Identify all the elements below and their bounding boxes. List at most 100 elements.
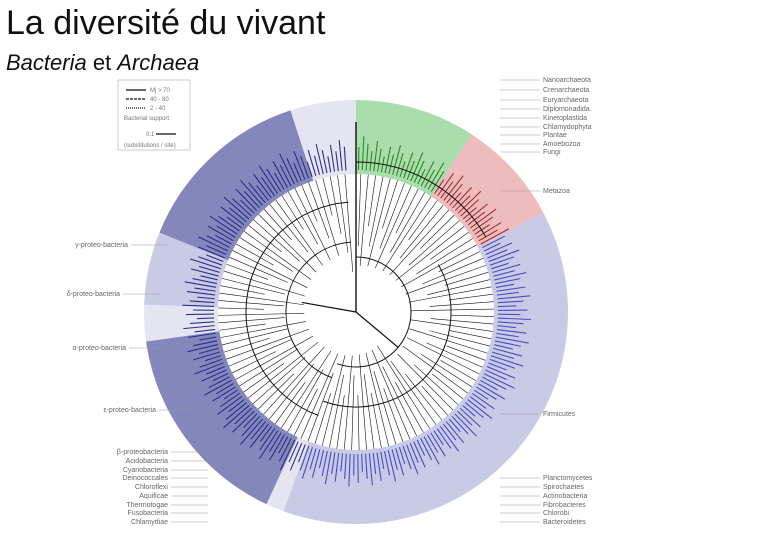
tip-label-mark — [380, 451, 385, 470]
tip-label-mark — [496, 329, 527, 334]
branch — [280, 350, 332, 429]
branch — [377, 345, 430, 429]
tip-label-mark — [482, 235, 506, 249]
branch — [430, 318, 494, 325]
proteo-band — [144, 232, 229, 308]
tip-label-mark — [452, 187, 472, 209]
branch — [274, 382, 306, 424]
band-gap-3 — [290, 100, 356, 181]
tip-label-mark — [321, 450, 328, 477]
eukarya-band — [431, 134, 544, 248]
tip-label-mark — [409, 443, 419, 463]
tip-label-mark — [231, 198, 252, 217]
tip-label-mark — [495, 283, 515, 289]
tip-label-mark — [311, 449, 321, 478]
tip-label-mark — [369, 151, 373, 171]
subtitle-et: et — [86, 50, 118, 75]
branch — [229, 256, 289, 283]
tip-label-mark — [427, 162, 445, 190]
tip-label-mark — [377, 148, 382, 172]
right-label: Kinetoplastida — [543, 115, 587, 122]
branch — [337, 175, 349, 253]
tip-label-mark — [204, 379, 232, 396]
subtitle-archaea: Archaea — [117, 50, 200, 75]
tip-label-mark — [462, 207, 477, 220]
branch — [344, 174, 354, 272]
tip-label-mark — [454, 195, 471, 211]
tip-label-mark — [259, 430, 279, 459]
tip-label-mark — [496, 291, 519, 296]
branch — [301, 301, 357, 313]
tip-label-mark — [387, 450, 397, 482]
tip-label-mark — [209, 215, 238, 235]
tip-label-mark — [272, 161, 288, 188]
tip-label-mark — [416, 439, 426, 456]
legend-row-label: Mj > 70 — [150, 88, 171, 94]
branch — [308, 182, 330, 239]
tip-label-mark — [443, 175, 464, 201]
tip-label-mark — [193, 340, 218, 347]
tip-label-mark — [437, 172, 455, 197]
tip-label-mark — [492, 351, 515, 360]
branch — [450, 314, 494, 317]
branch — [235, 243, 274, 266]
left-label: Deinococcales — [122, 475, 168, 482]
branch — [409, 328, 488, 354]
tip-label-mark — [406, 160, 415, 180]
branch — [239, 348, 299, 387]
right-label: Actinobacteria — [543, 493, 587, 500]
branch — [252, 356, 306, 405]
tip-label-mark — [403, 152, 414, 179]
tip-label-mark — [329, 144, 336, 172]
page-title: La diversité du vivant — [6, 4, 326, 42]
tip-label-mark — [488, 362, 507, 371]
branch — [427, 279, 491, 296]
branch — [440, 360, 476, 381]
branch — [239, 237, 293, 272]
left-label: Fusobacteria — [128, 510, 169, 517]
tip-label-mark — [497, 300, 524, 304]
tip-label-mark — [208, 376, 230, 389]
tip-label-mark — [469, 396, 487, 409]
branch — [449, 330, 492, 340]
branch — [406, 337, 480, 375]
branch — [218, 300, 284, 307]
branch — [382, 366, 417, 437]
right-label: Spirochaetes — [543, 484, 584, 491]
tip-label-mark — [497, 321, 524, 325]
branch — [416, 238, 473, 275]
tip-label-mark — [223, 196, 250, 220]
branch — [359, 174, 369, 266]
branch — [232, 250, 308, 288]
branch — [414, 364, 459, 405]
branch — [430, 232, 469, 260]
tip-label-mark — [493, 347, 523, 357]
right-label: Fungi — [543, 149, 561, 156]
branch — [351, 375, 355, 450]
branch — [235, 335, 314, 380]
right-label: Planctomycetes — [543, 475, 593, 482]
tip-label-mark — [497, 305, 517, 308]
tip-label-mark — [327, 156, 332, 173]
branch — [422, 258, 484, 285]
right-label: Chlorobi — [543, 510, 570, 517]
gamma-proteo-band — [159, 110, 314, 261]
tip-label-mark — [391, 449, 398, 470]
branch — [420, 214, 455, 249]
tip-label-mark — [225, 402, 247, 421]
left-label: Cyanobacteria — [123, 467, 168, 474]
tip-label-mark — [240, 418, 264, 445]
tip-label-mark — [232, 410, 255, 433]
tip-label-mark — [395, 448, 405, 476]
branch — [263, 346, 325, 415]
tip-label-mark — [467, 211, 486, 226]
tip-label-mark — [189, 258, 221, 270]
tip-label-mark — [206, 254, 224, 262]
branch — [444, 272, 489, 286]
right-label: Firmicutes — [543, 411, 576, 418]
tip-label-mark — [496, 286, 526, 292]
left-label: ε-proteo-bacteria — [103, 407, 156, 414]
branch — [253, 219, 300, 262]
branch — [222, 278, 285, 295]
